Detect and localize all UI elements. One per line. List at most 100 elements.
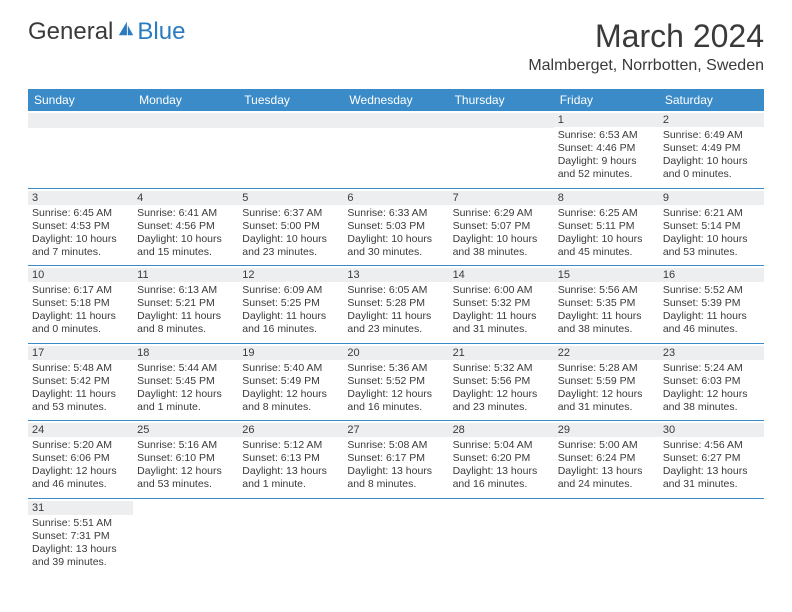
sunset-text: Sunset: 6:13 PM	[242, 452, 339, 465]
day-number: 27	[343, 423, 448, 437]
day-number: 31	[28, 501, 133, 515]
sunset-text: Sunset: 5:18 PM	[32, 297, 129, 310]
brand-logo: General Blue	[28, 18, 185, 46]
day-number: 17	[28, 346, 133, 360]
sunrise-text: Sunrise: 6:37 AM	[242, 207, 339, 220]
day-number: 20	[343, 346, 448, 360]
calendar-day-cell: 9 Sunrise: 6:21 AMSunset: 5:14 PMDaylight…	[659, 188, 764, 266]
day-header: Sunday	[28, 89, 133, 111]
sunset-text: Sunset: 5:03 PM	[347, 220, 444, 233]
day-number: 9	[659, 191, 764, 205]
calendar-day-cell: 22Sunrise: 5:28 AMSunset: 5:59 PMDayligh…	[554, 343, 659, 421]
sunset-text: Sunset: 5:56 PM	[453, 375, 550, 388]
calendar-day-cell: 23Sunrise: 5:24 AMSunset: 6:03 PMDayligh…	[659, 343, 764, 421]
day-number: 10	[28, 268, 133, 282]
sunset-text: Sunset: 5:07 PM	[453, 220, 550, 233]
daylight-text: Daylight: 13 hours and 39 minutes.	[32, 543, 129, 569]
calendar-day-cell	[238, 498, 343, 575]
daylight-text: Daylight: 10 hours and 15 minutes.	[137, 233, 234, 259]
daylight-text: Daylight: 10 hours and 23 minutes.	[242, 233, 339, 259]
sunset-text: Sunset: 5:39 PM	[663, 297, 760, 310]
sunset-text: Sunset: 5:21 PM	[137, 297, 234, 310]
calendar-day-cell: 29Sunrise: 5:00 AMSunset: 6:24 PMDayligh…	[554, 421, 659, 499]
calendar-week-row: 17Sunrise: 5:48 AMSunset: 5:42 PMDayligh…	[28, 343, 764, 421]
day-number: 11	[133, 268, 238, 282]
calendar-day-cell	[343, 111, 448, 188]
calendar-day-cell: 28Sunrise: 5:04 AMSunset: 6:20 PMDayligh…	[449, 421, 554, 499]
sunrise-text: Sunrise: 6:29 AM	[453, 207, 550, 220]
day-number: 22	[554, 346, 659, 360]
calendar-day-cell	[28, 111, 133, 188]
daylight-text: Daylight: 13 hours and 8 minutes.	[347, 465, 444, 491]
sail-icon	[117, 20, 135, 38]
day-number: 25	[133, 423, 238, 437]
calendar-day-cell	[343, 498, 448, 575]
sunset-text: Sunset: 6:10 PM	[137, 452, 234, 465]
calendar-day-cell: 7Sunrise: 6:29 AMSunset: 5:07 PMDaylight…	[449, 188, 554, 266]
sunrise-text: Sunrise: 6:45 AM	[32, 207, 129, 220]
calendar-day-cell: 10Sunrise: 6:17 AMSunset: 5:18 PMDayligh…	[28, 266, 133, 344]
day-number: 18	[133, 346, 238, 360]
day-number: 14	[449, 268, 554, 282]
daylight-text: Daylight: 9 hours and 52 minutes.	[558, 155, 655, 181]
sunrise-text: Sunrise: 5:44 AM	[137, 362, 234, 375]
sunrise-text: Sunrise: 6:41 AM	[137, 207, 234, 220]
day-number: 13	[343, 268, 448, 282]
sunset-text: Sunset: 5:42 PM	[32, 375, 129, 388]
sunrise-text: Sunrise: 4:56 AM	[663, 439, 760, 452]
daylight-text: Daylight: 10 hours and 0 minutes.	[663, 155, 760, 181]
sunrise-text: Sunrise: 6:25 AM	[558, 207, 655, 220]
day-number: 12	[238, 268, 343, 282]
sunset-text: Sunset: 5:11 PM	[558, 220, 655, 233]
calendar-week-row: 1Sunrise: 6:53 AMSunset: 4:46 PMDaylight…	[28, 111, 764, 188]
daylight-text: Daylight: 12 hours and 16 minutes.	[347, 388, 444, 414]
sunset-text: Sunset: 5:32 PM	[453, 297, 550, 310]
title-block: March 2024 Malmberget, Norrbotten, Swede…	[528, 18, 764, 75]
page-header: General Blue March 2024 Malmberget, Norr…	[0, 0, 792, 81]
sunrise-text: Sunrise: 5:00 AM	[558, 439, 655, 452]
sunset-text: Sunset: 5:14 PM	[663, 220, 760, 233]
brand-part1: General	[28, 18, 113, 46]
day-header: Thursday	[449, 89, 554, 111]
sunset-text: Sunset: 7:31 PM	[32, 530, 129, 543]
sunrise-text: Sunrise: 6:21 AM	[663, 207, 760, 220]
empty-day-strip	[343, 113, 448, 128]
day-header: Tuesday	[238, 89, 343, 111]
sunset-text: Sunset: 5:49 PM	[242, 375, 339, 388]
calendar-day-cell: 15Sunrise: 5:56 AMSunset: 5:35 PMDayligh…	[554, 266, 659, 344]
calendar-body: 1Sunrise: 6:53 AMSunset: 4:46 PMDaylight…	[28, 111, 764, 575]
calendar-day-cell: 14Sunrise: 6:00 AMSunset: 5:32 PMDayligh…	[449, 266, 554, 344]
sunrise-text: Sunrise: 5:20 AM	[32, 439, 129, 452]
day-header: Saturday	[659, 89, 764, 111]
daylight-text: Daylight: 11 hours and 16 minutes.	[242, 310, 339, 336]
daylight-text: Daylight: 12 hours and 1 minute.	[137, 388, 234, 414]
sunrise-text: Sunrise: 6:53 AM	[558, 129, 655, 142]
day-header: Monday	[133, 89, 238, 111]
calendar-week-row: 31Sunrise: 5:51 AMSunset: 7:31 PMDayligh…	[28, 498, 764, 575]
calendar-day-cell	[133, 111, 238, 188]
daylight-text: Daylight: 12 hours and 46 minutes.	[32, 465, 129, 491]
daylight-text: Daylight: 10 hours and 53 minutes.	[663, 233, 760, 259]
sunset-text: Sunset: 5:25 PM	[242, 297, 339, 310]
sunrise-text: Sunrise: 5:08 AM	[347, 439, 444, 452]
daylight-text: Daylight: 13 hours and 1 minute.	[242, 465, 339, 491]
sunset-text: Sunset: 4:46 PM	[558, 142, 655, 155]
month-title: March 2024	[528, 18, 764, 55]
calendar-week-row: 10Sunrise: 6:17 AMSunset: 5:18 PMDayligh…	[28, 266, 764, 344]
daylight-text: Daylight: 11 hours and 46 minutes.	[663, 310, 760, 336]
sunrise-text: Sunrise: 5:04 AM	[453, 439, 550, 452]
calendar-day-cell: 8Sunrise: 6:25 AMSunset: 5:11 PMDaylight…	[554, 188, 659, 266]
calendar-day-cell: 18Sunrise: 5:44 AMSunset: 5:45 PMDayligh…	[133, 343, 238, 421]
day-number: 24	[28, 423, 133, 437]
sunrise-text: Sunrise: 5:16 AM	[137, 439, 234, 452]
sunrise-text: Sunrise: 5:40 AM	[242, 362, 339, 375]
calendar-week-row: 3Sunrise: 6:45 AMSunset: 4:53 PMDaylight…	[28, 188, 764, 266]
day-number: 3	[28, 191, 133, 205]
sunrise-text: Sunrise: 6:33 AM	[347, 207, 444, 220]
day-number: 4	[133, 191, 238, 205]
calendar-day-cell	[133, 498, 238, 575]
sunrise-text: Sunrise: 6:13 AM	[137, 284, 234, 297]
calendar-day-cell: 6Sunrise: 6:33 AMSunset: 5:03 PMDaylight…	[343, 188, 448, 266]
daylight-text: Daylight: 12 hours and 23 minutes.	[453, 388, 550, 414]
daylight-text: Daylight: 13 hours and 31 minutes.	[663, 465, 760, 491]
